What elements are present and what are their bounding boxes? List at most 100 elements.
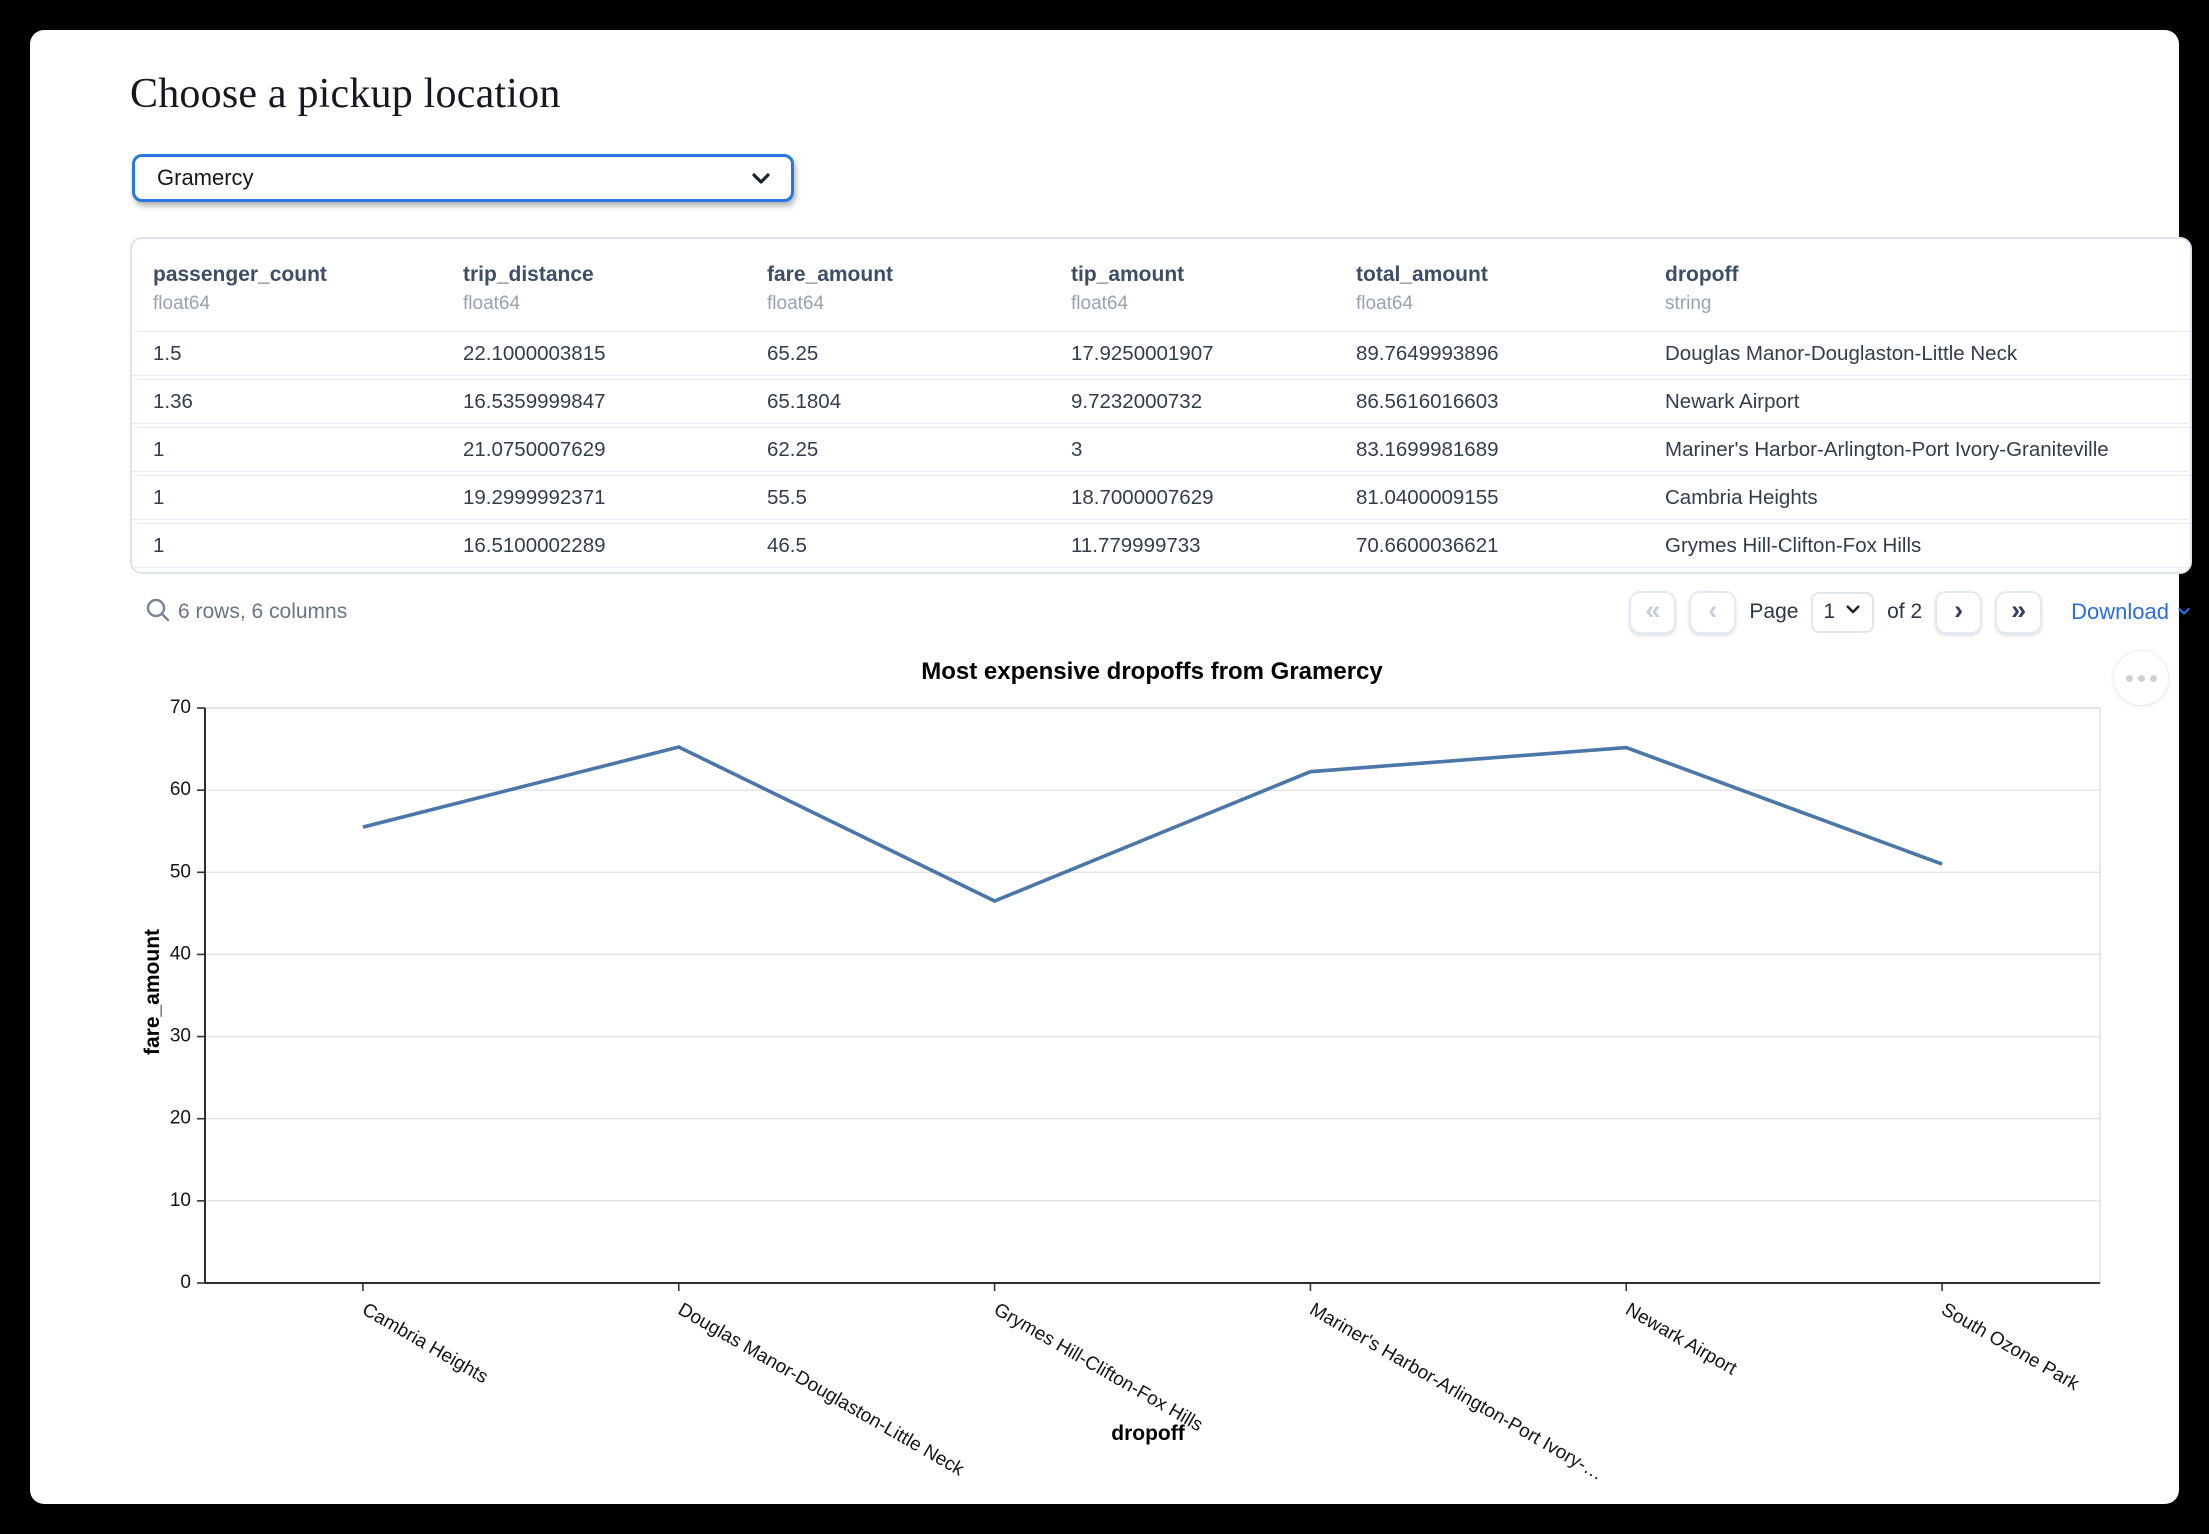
table-cell: 46.5 bbox=[767, 533, 807, 557]
y-tick-label: 50 bbox=[170, 861, 191, 882]
table-cell: 3 bbox=[1071, 437, 1083, 461]
page-number-value: 1 bbox=[1823, 600, 1836, 623]
table-cell: 16.5359999847 bbox=[463, 389, 606, 413]
column-name: fare_amount bbox=[767, 263, 894, 286]
column-name: tip_amount bbox=[1071, 263, 1185, 286]
column-header-passenger_count: passenger_count float64 bbox=[153, 263, 463, 315]
table-row: 1.36 16.5359999847 65.1804 9.7232000732 86.5… bbox=[132, 379, 2190, 424]
column-name: total_amount bbox=[1356, 263, 1488, 286]
chevron-down-icon bbox=[1844, 600, 1862, 624]
row-column-summary: 6 rows, 6 columns bbox=[178, 600, 348, 623]
table-cell: 1 bbox=[153, 437, 165, 461]
table-row: 1 16.5100002289 46.5 11.779999733 70.6600036… bbox=[132, 523, 2190, 568]
column-type: float64 bbox=[463, 293, 521, 314]
table-cell: 19.2999992371 bbox=[463, 485, 606, 509]
last-page-icon: » bbox=[2011, 594, 2027, 625]
table-cell: 55.5 bbox=[767, 485, 807, 509]
column-type: float64 bbox=[1071, 293, 1129, 314]
table-cell: Cambria Heights bbox=[1665, 485, 1818, 509]
table-body: 1.5 22.1000003815 65.25 17.9250001907 89.764… bbox=[132, 331, 2190, 568]
table-cell: 65.25 bbox=[767, 341, 819, 365]
column-type: float64 bbox=[767, 293, 825, 314]
y-tick-label: 20 bbox=[170, 1108, 191, 1129]
download-label: Download bbox=[2071, 599, 2169, 624]
table-cell: Newark Airport bbox=[1665, 389, 1800, 413]
table-cell: 16.5100002289 bbox=[463, 533, 606, 557]
ellipsis-icon bbox=[2125, 674, 2133, 682]
table-cell: 1.36 bbox=[153, 389, 193, 413]
column-header-fare_amount: fare_amount float64 bbox=[767, 263, 1071, 315]
y-axis-title: fare_amount bbox=[141, 928, 164, 1056]
first-page-button[interactable]: « bbox=[1629, 590, 1677, 634]
chevron-down-icon bbox=[2176, 599, 2192, 625]
ellipsis-icon bbox=[2149, 674, 2157, 682]
table-cell: 81.0400009155 bbox=[1356, 485, 1499, 509]
y-tick-label: 40 bbox=[170, 943, 191, 964]
table-cell: Douglas Manor-Douglaston-Little Neck bbox=[1665, 341, 2018, 365]
table-row: 1.5 22.1000003815 65.25 17.9250001907 89.764… bbox=[132, 331, 2190, 376]
table-cell: 18.7000007629 bbox=[1071, 485, 1214, 509]
next-page-icon: › bbox=[1954, 594, 1964, 625]
pagination: « ‹ Page 1 of 2 › » Download bbox=[1629, 590, 2192, 634]
table-cell: 1 bbox=[153, 533, 165, 557]
table-cell: 62.25 bbox=[767, 437, 819, 461]
pickup-select-value: Gramercy bbox=[157, 165, 254, 190]
pickup-location-select[interactable]: Gramercy bbox=[132, 154, 794, 202]
page-title: Choose a pickup location bbox=[130, 71, 561, 117]
table-footer: 6 rows, 6 columns « ‹ Page 1 of 2 › » Do… bbox=[130, 586, 2192, 638]
table-row: 1 21.0750007629 62.25 3 83.1699981689 Mariner… bbox=[132, 427, 2190, 472]
download-menu-button[interactable]: Download bbox=[2071, 599, 2192, 625]
column-header-trip_distance: trip_distance float64 bbox=[463, 263, 767, 315]
x-tick-label: Douglas Manor-Douglaston-Little Neck bbox=[674, 1299, 968, 1481]
table-cell: 65.1804 bbox=[767, 389, 842, 413]
table-cell: Grymes Hill-Clifton-Fox Hills bbox=[1665, 533, 1922, 557]
content-card: Choose a pickup location Gramercy passen… bbox=[30, 30, 2192, 1504]
column-header-dropoff: dropoff string bbox=[1665, 263, 2190, 315]
prev-page-icon: ‹ bbox=[1708, 594, 1718, 625]
chevron-down-icon bbox=[749, 166, 773, 190]
table-cell: 70.6600036621 bbox=[1356, 533, 1499, 557]
table-cell: 11.779999733 bbox=[1071, 533, 1201, 557]
page-number-select[interactable]: 1 bbox=[1811, 591, 1875, 633]
line-chart: 0 10 20 30 40 50 60 70 Cambria Heights Douglas Ma… bbox=[170, 697, 2101, 1485]
y-tick-label: 0 bbox=[180, 1272, 191, 1293]
table-cell: 83.1699981689 bbox=[1356, 437, 1499, 461]
search-icon[interactable] bbox=[144, 596, 172, 624]
chart-title: Most expensive dropoffs from Gramercy bbox=[921, 658, 1383, 685]
x-tick-label: South Ozone Park bbox=[1938, 1299, 2083, 1395]
last-page-button[interactable]: » bbox=[1995, 590, 2043, 634]
table-cell: 1 bbox=[153, 485, 165, 509]
table-cell: 21.0750007629 bbox=[463, 437, 606, 461]
column-name: dropoff bbox=[1665, 263, 1739, 286]
column-type: float64 bbox=[153, 293, 211, 314]
chart-menu-button[interactable] bbox=[2113, 650, 2169, 706]
ellipsis-icon bbox=[2137, 674, 2145, 682]
column-header-tip_amount: tip_amount float64 bbox=[1071, 263, 1356, 315]
column-name: trip_distance bbox=[463, 263, 594, 286]
table-cell: 22.1000003815 bbox=[463, 341, 606, 365]
page-label: Page bbox=[1749, 600, 1799, 623]
y-tick-label: 10 bbox=[170, 1190, 191, 1211]
table-cell: 86.5616016603 bbox=[1356, 389, 1499, 413]
table-cell: 9.7232000732 bbox=[1071, 389, 1203, 413]
y-tick-label: 60 bbox=[170, 779, 191, 800]
x-tick-label: Newark Airport bbox=[1622, 1299, 1741, 1380]
table-cell: Mariner's Harbor-Arlington-Port Ivory-Gr… bbox=[1665, 437, 2109, 461]
data-line bbox=[362, 745, 1943, 904]
next-page-button[interactable]: › bbox=[1935, 590, 1983, 634]
x-tick-label: Mariner's Harbor-Arlington-Port Ivory-… bbox=[1306, 1299, 1607, 1485]
x-tick-label: Grymes Hill-Clifton-Fox Hills bbox=[990, 1299, 1206, 1436]
x-tick-label: Cambria Heights bbox=[358, 1299, 491, 1388]
first-page-icon: « bbox=[1645, 594, 1661, 625]
table-cell: 1.5 bbox=[153, 341, 182, 365]
column-name: passenger_count bbox=[153, 263, 327, 286]
prev-page-button[interactable]: ‹ bbox=[1689, 590, 1737, 634]
y-tick-label: 70 bbox=[170, 697, 191, 718]
column-header-total_amount: total_amount float64 bbox=[1356, 263, 1665, 315]
y-tick-label: 30 bbox=[170, 1026, 191, 1047]
table-row: 1 19.2999992371 55.5 18.7000007629 81.040000… bbox=[132, 475, 2190, 520]
column-type: float64 bbox=[1356, 293, 1414, 314]
